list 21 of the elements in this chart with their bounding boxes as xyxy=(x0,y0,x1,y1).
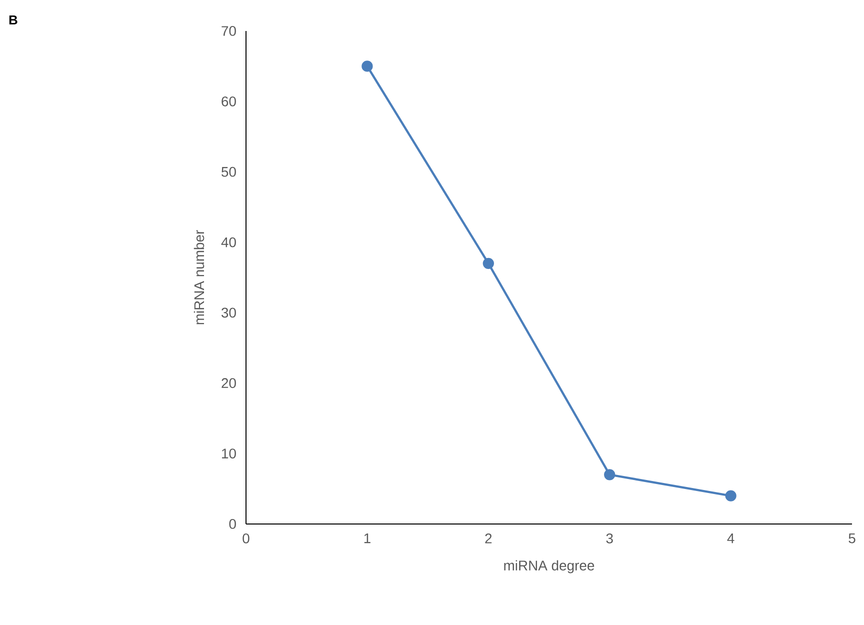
y-tick-label: 60 xyxy=(222,96,236,106)
y-tick-label: 30 xyxy=(222,308,236,318)
x-tick-label: 3 xyxy=(606,533,613,544)
y-tick-label: 10 xyxy=(222,448,236,458)
x-axis-title: miRNA degree xyxy=(504,560,594,574)
x-tick-label: 4 xyxy=(727,534,734,544)
y-tick-label: 50 xyxy=(222,166,236,177)
x-tick-label: 5 xyxy=(848,534,856,544)
y-axis-title: miRNA number xyxy=(194,230,204,324)
point xyxy=(604,469,616,480)
x-tick-label: 1 xyxy=(364,534,370,544)
y-tick-label: 70 xyxy=(222,26,236,36)
point xyxy=(362,60,373,72)
x-tick-label: 0 xyxy=(242,533,250,544)
y-tick-label: 40 xyxy=(221,237,236,248)
y-tick-label: 0 xyxy=(229,519,236,529)
point xyxy=(725,490,736,502)
point xyxy=(482,258,494,269)
y-tick-label: 20 xyxy=(222,378,236,388)
text: B xyxy=(9,16,18,24)
x-tick-label: 2 xyxy=(485,533,492,544)
